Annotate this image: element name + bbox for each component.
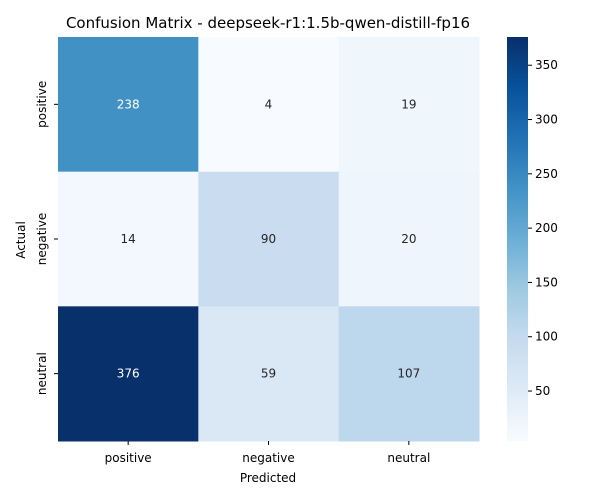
y-tick-label: positive [35, 81, 49, 128]
cell-value-label: 20 [401, 232, 416, 246]
cell-value-label: 4 [265, 97, 273, 111]
cell-value-label: 238 [117, 97, 140, 111]
y-tick-label: neutral [35, 352, 49, 395]
cell-value-label: 376 [117, 367, 140, 381]
heatmap-cell [58, 37, 199, 173]
cell-value-label: 19 [401, 97, 416, 111]
colorbar-gradient [507, 37, 528, 441]
heatmap-cells [58, 37, 480, 442]
heatmap-cell [338, 37, 480, 173]
y-axis-label: Actual [14, 221, 28, 259]
cell-value-label: 14 [121, 232, 136, 246]
colorbar-tick-label: 250 [535, 167, 558, 181]
x-tick-label: positive [105, 451, 152, 465]
cell-value-label: 59 [261, 367, 276, 381]
colorbar: 50 100 150 200 250 300 350 [507, 37, 558, 441]
colorbar-ticks: 50 100 150 200 250 300 350 [528, 58, 558, 398]
x-axis: positive negative neutral [105, 441, 430, 465]
colorbar-tick-label: 50 [535, 384, 550, 398]
heatmap-cell-labels: 238 4 19 14 90 20 376 59 107 [117, 97, 421, 380]
heatmap-cell [338, 306, 480, 442]
x-axis-label: Predicted [240, 471, 296, 485]
x-tick-label: neutral [387, 451, 430, 465]
chart-title: Confusion Matrix - deepseek-r1:1.5b-qwen… [66, 14, 470, 32]
heatmap-cell [198, 171, 340, 307]
heatmap-cell [58, 306, 199, 442]
heatmap-cell [198, 306, 340, 442]
colorbar-tick-label: 100 [535, 330, 558, 344]
y-tick-label: negative [35, 213, 49, 265]
colorbar-tick-label: 300 [535, 113, 558, 127]
y-axis: positive negative neutral [35, 81, 58, 395]
colorbar-tick-label: 350 [535, 58, 558, 72]
cell-value-label: 90 [261, 232, 276, 246]
colorbar-tick-label: 200 [535, 221, 558, 235]
heatmap-cell [198, 37, 340, 173]
cell-value-label: 107 [397, 367, 420, 381]
x-tick-label: negative [242, 451, 294, 465]
colorbar-tick-label: 150 [535, 275, 558, 289]
heatmap-cell [58, 171, 199, 307]
heatmap-cell [338, 171, 480, 307]
